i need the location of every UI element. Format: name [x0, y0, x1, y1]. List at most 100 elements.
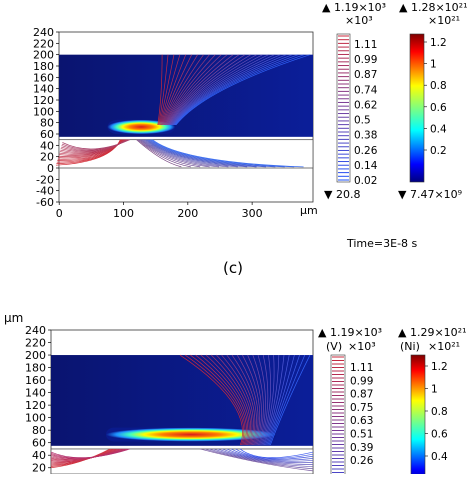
y-tick-label-a: -60: [36, 196, 54, 209]
contour-line: [268, 354, 306, 445]
colorbar-1-tick-label: 0.26: [354, 145, 378, 157]
colorbar-1-tick-label: 0.38: [354, 130, 377, 142]
contour-line: [205, 354, 250, 445]
colorbar-3-tick-label: 0.39: [350, 442, 373, 454]
y-tick-label-b: 60: [32, 437, 46, 450]
contour-line: [221, 354, 254, 445]
time-label: Time=3E-8 s: [347, 237, 418, 250]
colorbar-3-tick-label: 0.99: [350, 375, 373, 387]
colorbar-1-frame: [336, 33, 351, 183]
colorbar-2-frame: [409, 33, 425, 183]
contour-line: [158, 54, 169, 125]
colorbar-3-tick-label: 0.26: [350, 455, 374, 467]
colorbar-3-tick-label: 0.63: [350, 415, 373, 427]
contour-line-lower: [137, 139, 191, 168]
contour-line: [160, 54, 187, 125]
y-tick-label-a: 240: [33, 26, 54, 39]
contour-line: [259, 354, 269, 445]
contour-line: [168, 54, 252, 125]
y-tick-label-a: 200: [33, 49, 54, 62]
x-unit-label: μm: [300, 204, 318, 217]
colorbar-4-frame: [410, 354, 426, 478]
colorbar-4-tick-label: 0.4: [431, 451, 448, 463]
contour-line: [175, 54, 311, 125]
contour-line: [179, 354, 243, 445]
colorbar-4-tick-label: 0.8: [431, 406, 448, 418]
y-tick-label-b: 120: [25, 399, 46, 412]
cb1-min-label: ▼ 20.8: [324, 188, 361, 201]
colorbar-3-tick-label: 0.87: [350, 389, 373, 401]
panel-a-contours: [157, 54, 311, 125]
y-tick-label-a: 40: [40, 139, 54, 152]
contour-line: [163, 54, 210, 125]
cb4-scale-label: ×10²¹: [428, 340, 461, 353]
y-tick-label-b: 40: [32, 449, 46, 462]
contour-line-lower: [139, 139, 210, 168]
cb1-scale-label: ×10³: [345, 14, 373, 27]
y-tick-label-a: 160: [33, 71, 54, 84]
cb1-max-label: ▲ 1.19×10³: [322, 1, 387, 14]
panel-b-density-band: [106, 427, 276, 442]
colorbar-3-tick-label: 0.51: [350, 429, 373, 441]
contour-line: [210, 354, 251, 445]
colorbar-1-tick-label: 0.5: [354, 115, 371, 127]
contour-line: [252, 354, 264, 445]
contour-line: [162, 54, 204, 125]
contour-line-lower: [138, 139, 201, 168]
contour-line-lower: [230, 448, 314, 460]
contour-line: [266, 354, 295, 445]
colorbar-1-tick-label: 0.87: [354, 69, 377, 81]
y-tick-label-a: -20: [36, 173, 54, 186]
y-tick-label-a: 60: [40, 128, 54, 141]
contour-line-lower: [235, 448, 314, 459]
contour-line: [168, 54, 246, 125]
panel-b-contours-lower: [50, 448, 314, 472]
x-tick-label-a: 100: [113, 207, 134, 220]
contour-line-lower: [148, 139, 276, 168]
y-tick-label-a: 120: [33, 94, 54, 107]
y-tick-label-a: 140: [33, 83, 54, 96]
y-tick-label-a: 0: [47, 162, 54, 175]
contour-line: [162, 54, 198, 125]
contour-line: [195, 354, 247, 445]
x-tick-label-a: 300: [242, 207, 263, 220]
contour-line: [257, 354, 266, 445]
contour-line: [174, 54, 299, 125]
colorbar-1-tick-label: 0.74: [354, 84, 378, 96]
contour-line: [170, 54, 263, 125]
contour-line-lower: [50, 448, 131, 458]
contour-line-lower: [149, 139, 285, 168]
colorbar-2-tick-label: 0.6: [430, 102, 447, 114]
contour-line: [260, 354, 271, 445]
contour-line-lower: [204, 448, 314, 470]
contour-line: [161, 54, 192, 125]
colorbar-1-tick-label: 0.99: [354, 54, 377, 66]
contour-line-lower: [239, 448, 314, 459]
contour-line-lower: [143, 139, 238, 168]
colorbar-2-tick-label: 0.8: [430, 80, 447, 92]
contour-line: [236, 354, 259, 445]
contour-line: [164, 54, 216, 125]
y-tick-label-b: 200: [25, 349, 46, 362]
contour-line: [167, 54, 240, 125]
contour-line: [231, 354, 257, 445]
contour-line: [216, 354, 253, 445]
cb4-max-label: ▲ 1.29×10²¹: [398, 326, 467, 339]
cb3-max-label: ▲ 1.19×10³: [318, 326, 383, 339]
y-tick-label-b: 100: [25, 412, 46, 425]
contour-line-lower: [208, 448, 314, 468]
colorbar-1-tick-label: 0.14: [354, 160, 378, 172]
cb4-name-label: (Ni): [400, 340, 420, 353]
y-tick-label-a: 220: [33, 37, 54, 50]
x-tick-label-a: 200: [177, 207, 198, 220]
contour-line: [166, 54, 234, 125]
contour-line: [170, 54, 269, 125]
y-tick-label-b: 240: [25, 324, 46, 337]
y-tick-label-a: 100: [33, 105, 54, 118]
contour-line-lower: [62, 139, 131, 150]
contour-line-lower: [144, 139, 248, 168]
y-tick-label-b: 180: [25, 362, 46, 375]
colorbar-2-tick-label: 0.4: [430, 123, 447, 135]
contour-line: [169, 54, 257, 125]
